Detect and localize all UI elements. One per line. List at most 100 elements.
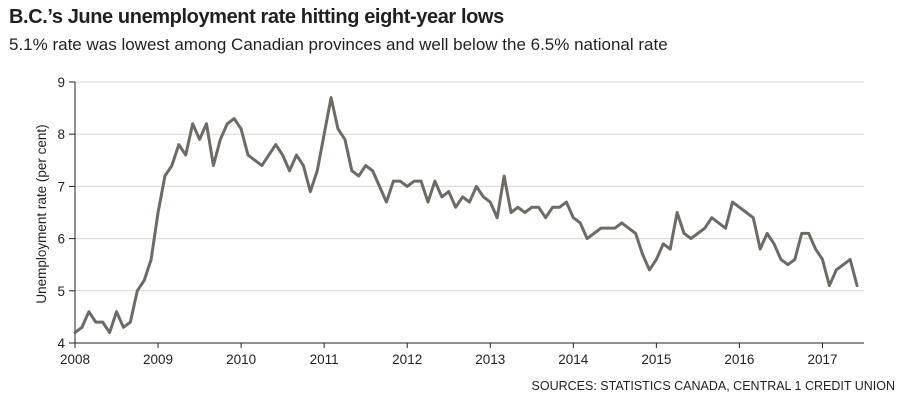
- data-point: [724, 227, 727, 230]
- data-point: [357, 174, 360, 177]
- data-point: [461, 195, 464, 198]
- data-point: [143, 279, 146, 282]
- data-point: [316, 169, 319, 172]
- data-point: [309, 190, 312, 193]
- data-point: [447, 190, 450, 193]
- data-point: [793, 258, 796, 261]
- data-point: [212, 164, 215, 167]
- data-point: [157, 211, 160, 214]
- data-point: [856, 284, 859, 287]
- data-point: [717, 221, 720, 224]
- data-point: [247, 154, 250, 157]
- data-point: [281, 154, 284, 157]
- data-point: [662, 242, 665, 245]
- data-point: [828, 284, 831, 287]
- data-point: [177, 143, 180, 146]
- data-point: [115, 310, 118, 313]
- data-point: [510, 211, 513, 214]
- data-point: [835, 268, 838, 271]
- data-point: [842, 263, 845, 266]
- y-tick-labels: 4 5 6 7 8 9: [57, 75, 65, 351]
- data-point: [129, 321, 132, 324]
- data-point: [551, 206, 554, 209]
- y-tick-label: 7: [57, 179, 65, 194]
- x-tick-label: 2013: [475, 352, 505, 367]
- data-point: [205, 122, 208, 125]
- data-point: [565, 201, 568, 204]
- chart-title: B.C.’s June unemployment rate hitting ei…: [9, 6, 504, 28]
- data-point: [74, 331, 77, 334]
- data-point: [641, 253, 644, 256]
- chart-source: SOURCES: STATISTICS CANADA, CENTRAL 1 CR…: [531, 379, 895, 393]
- data-point: [267, 154, 270, 157]
- data-point: [544, 216, 547, 219]
- data-point: [523, 211, 526, 214]
- data-point: [378, 185, 381, 188]
- data-point: [136, 289, 139, 292]
- data-point: [101, 321, 104, 324]
- x-tick-label: 2017: [807, 352, 837, 367]
- x-tick-label: 2008: [60, 352, 90, 367]
- data-point: [330, 96, 333, 99]
- data-point: [537, 206, 540, 209]
- x-tick-label: 2011: [310, 352, 339, 367]
- data-point: [745, 211, 748, 214]
- data-point: [468, 201, 471, 204]
- axes: [69, 81, 864, 348]
- data-point: [392, 180, 395, 183]
- data-point: [766, 232, 769, 235]
- x-tick-label: 2009: [143, 352, 173, 367]
- data-point: [821, 258, 824, 261]
- data-point: [80, 326, 83, 329]
- data-point: [800, 232, 803, 235]
- data-point: [530, 206, 533, 209]
- data-point: [648, 268, 651, 271]
- data-point: [198, 138, 201, 141]
- data-point: [440, 195, 443, 198]
- data-point: [163, 174, 166, 177]
- data-point: [696, 232, 699, 235]
- y-tick-label: 6: [57, 232, 65, 247]
- data-point: [807, 232, 810, 235]
- data-point: [260, 164, 263, 167]
- data-point: [738, 206, 741, 209]
- data-point: [814, 248, 817, 251]
- data-point: [676, 211, 679, 214]
- data-point: [274, 143, 277, 146]
- data-point: [703, 227, 706, 230]
- series-line: [73, 96, 859, 335]
- data-point: [579, 221, 582, 224]
- data-point: [669, 248, 672, 251]
- data-point: [572, 216, 575, 219]
- data-point: [108, 331, 111, 334]
- data-point: [786, 263, 789, 266]
- data-point: [219, 138, 222, 141]
- data-point: [295, 154, 298, 157]
- data-point: [606, 227, 609, 230]
- data-point: [337, 127, 340, 130]
- y-tick-label: 4: [57, 336, 65, 351]
- x-tick-label: 2012: [392, 352, 422, 367]
- data-point: [413, 180, 416, 183]
- data-point: [184, 154, 187, 157]
- data-point: [710, 216, 713, 219]
- series-unemployment-rate: [73, 96, 859, 335]
- data-point: [613, 227, 616, 230]
- data-point: [406, 185, 409, 188]
- data-point: [779, 258, 782, 261]
- data-point: [323, 133, 326, 136]
- data-point: [150, 258, 153, 261]
- data-point: [122, 326, 125, 329]
- data-point: [593, 232, 596, 235]
- grid-lines: [75, 81, 864, 292]
- data-point: [655, 258, 658, 261]
- data-point: [689, 237, 692, 240]
- data-point: [226, 122, 229, 125]
- data-point: [94, 321, 97, 324]
- data-point: [600, 227, 603, 230]
- data-point: [364, 164, 367, 167]
- data-point: [634, 232, 637, 235]
- data-point: [399, 180, 402, 183]
- data-point: [191, 122, 194, 125]
